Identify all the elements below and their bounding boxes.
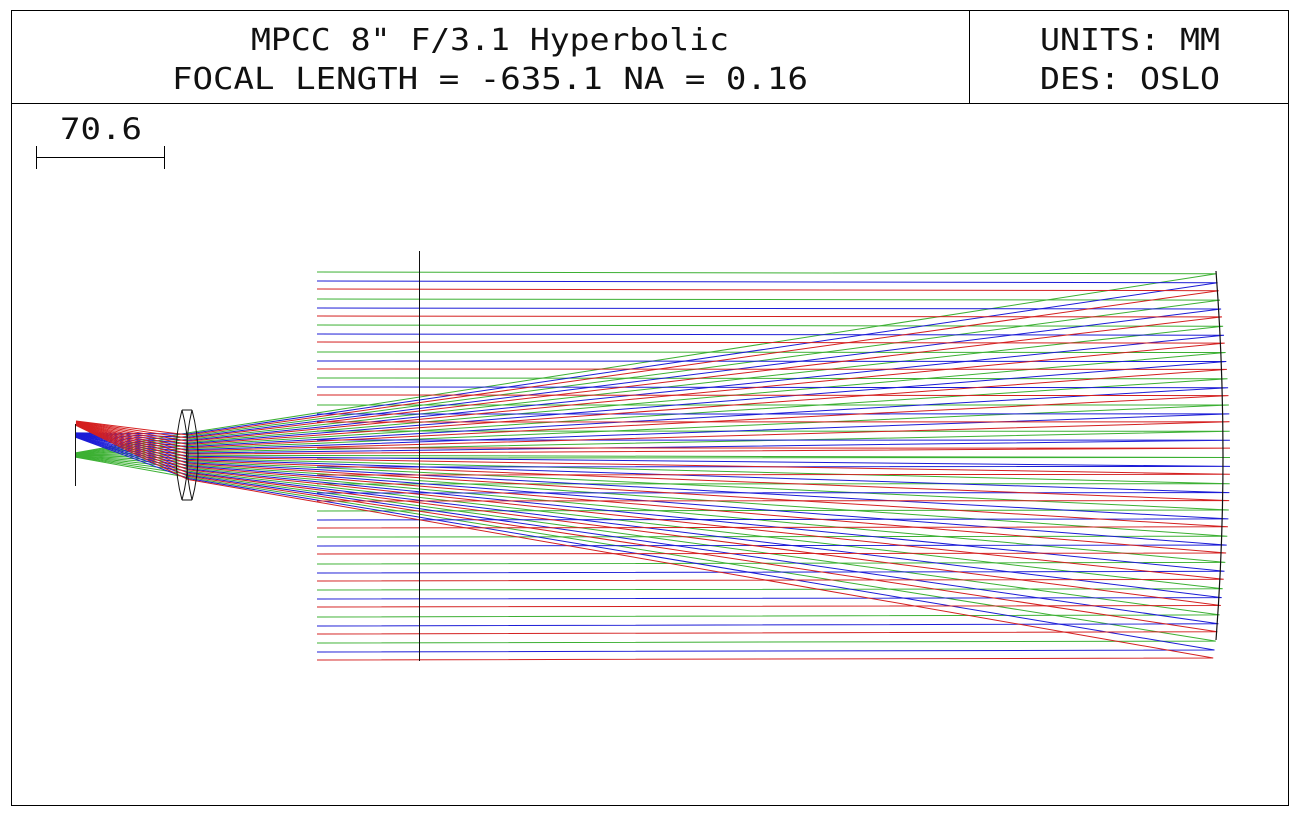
ray-green-4 [75,377,1228,455]
ray-blue-13 [75,436,1219,627]
designer-label: DES: OSLO [1040,62,1220,97]
drawing-title: MPCC 8" F/3.1 Hyperbolic [251,23,729,58]
corrector-lens-surface-3 [186,409,193,501]
ray-red-5 [75,421,1230,452]
ray-red-10 [75,423,1227,555]
ray-green-8 [75,454,1230,485]
ray-blue-1 [75,307,1222,438]
drawing-subtitle: FOCAL LENGTH = -635.1 NA = 0.16 [172,62,808,97]
ray-red-8 [75,423,1230,502]
ray-red-6 [75,422,1231,455]
ray-green-6 [75,430,1230,456]
ray-group-red [75,288,1231,661]
ray-green-11 [75,455,1226,565]
ray-red-12 [75,424,1221,608]
ray-red-2 [75,341,1225,442]
ray-red-14 [75,424,1214,661]
ray-red-0 [75,288,1219,436]
ray-green-5 [75,404,1229,455]
corrector-lens-surface-2 [181,409,189,501]
ray-red-3 [75,368,1227,446]
ray-green-10 [75,455,1228,538]
optical-elements [75,251,1224,661]
corrector-lens-surface-4 [191,409,199,501]
ray-green-0 [75,271,1217,454]
ray-blue-14 [75,436,1215,653]
ray-green-7 [75,454,1231,459]
ray-green-14 [75,456,1216,644]
ray-red-9 [75,423,1228,529]
scale-bar-label: 70.6 [60,112,142,146]
primary-mirror-surface [1215,270,1224,641]
ray-red-13 [75,424,1218,635]
ray-red-1 [75,315,1223,439]
ray-red-7 [75,422,1230,476]
ray-red-11 [75,424,1224,582]
ray-green-12 [75,456,1223,591]
ray-group-green [75,271,1231,644]
ray-green-3 [75,351,1226,455]
ray-green-2 [75,324,1224,454]
scale-bar: 70.6 [36,112,165,169]
corrector-lens-surface-1 [175,409,183,501]
ray-blue-12 [75,436,1222,600]
drawing-frame [11,10,1289,806]
units-label: UNITS: MM [1040,23,1220,58]
ray-green-1 [75,298,1221,454]
ray-green-13 [75,456,1220,618]
